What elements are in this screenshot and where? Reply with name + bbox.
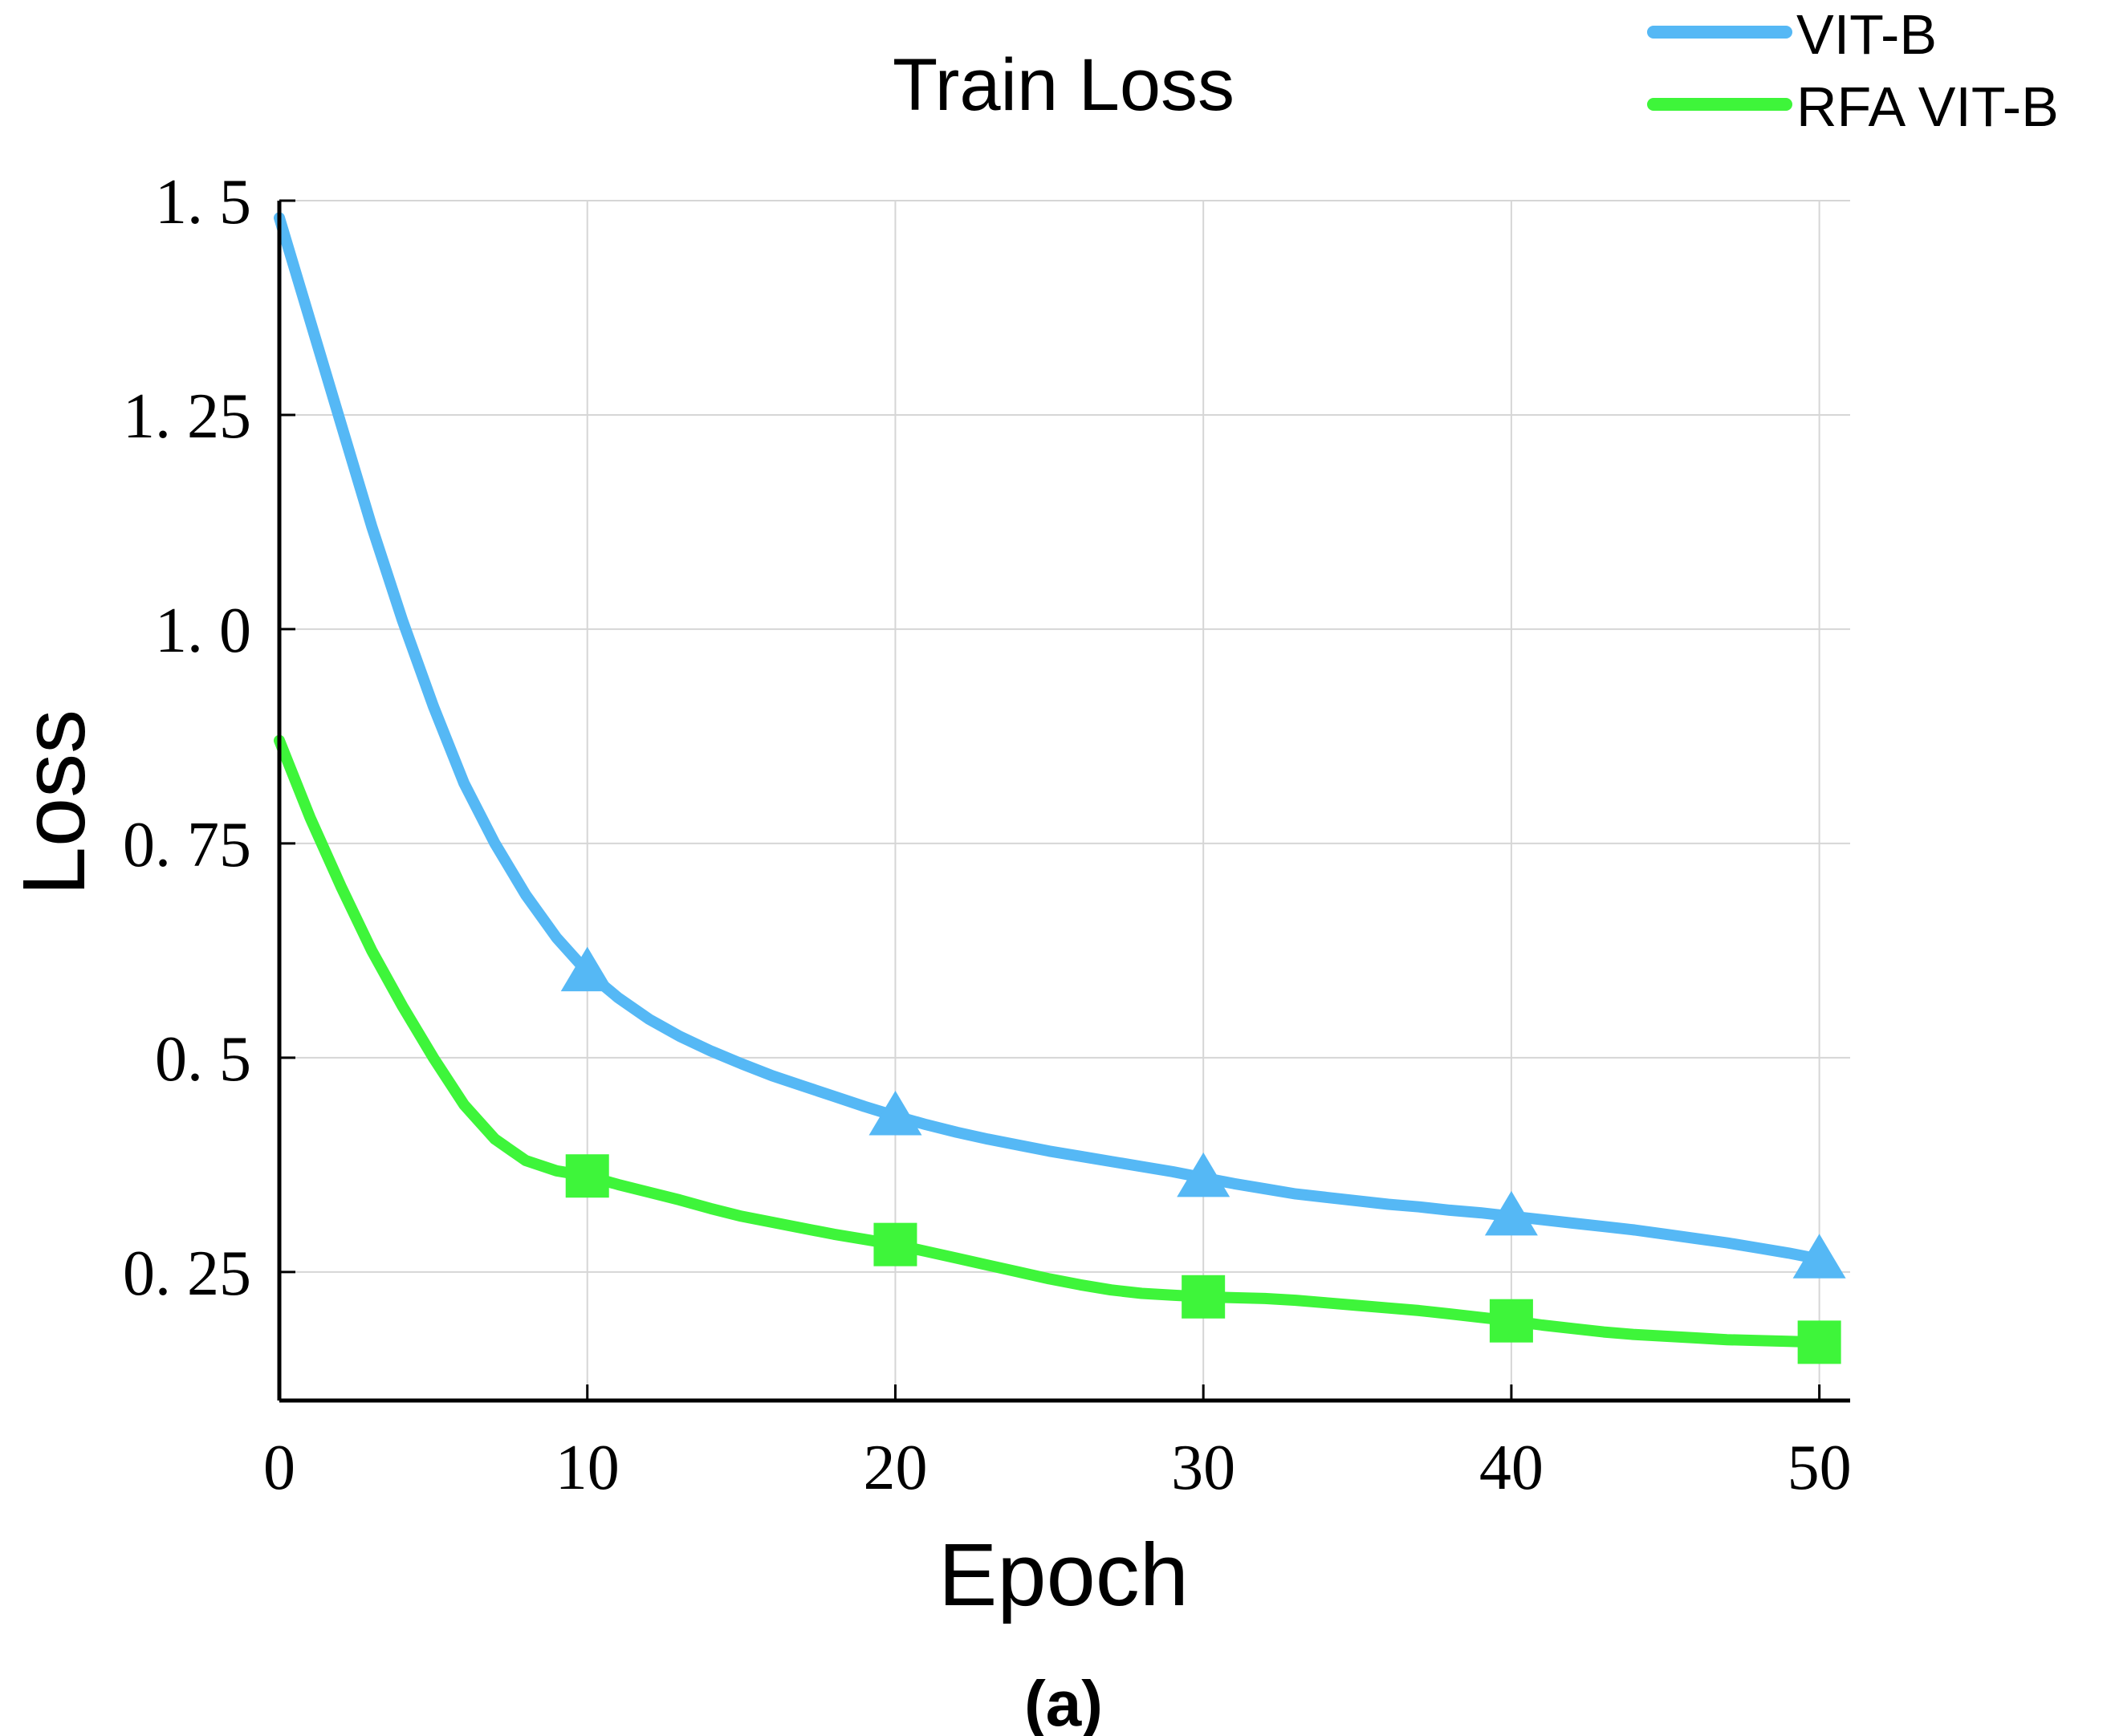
- x-tick-label: 30: [1171, 1433, 1235, 1503]
- x-tick-label: 50: [1788, 1433, 1852, 1503]
- x-tick-label: 10: [555, 1433, 620, 1503]
- x-axis-label: Epoch: [938, 1526, 1189, 1624]
- series-layer: [274, 212, 1846, 1364]
- series-1-marker-2: [1182, 1275, 1226, 1319]
- y-tick-label: 1. 0: [155, 596, 251, 666]
- y-tick-label: 1. 5: [155, 167, 251, 238]
- gridlines: [279, 200, 1850, 1401]
- y-tick-label: 1. 25: [123, 381, 251, 452]
- series-line-0: [274, 212, 1825, 1265]
- x-tick-label: 0: [263, 1433, 295, 1503]
- series-0-marker-0: [560, 946, 614, 992]
- series-0-marker-2: [1177, 1152, 1230, 1197]
- x-tick-label: 20: [863, 1433, 927, 1503]
- legend: VIT-B RFA VIT-B: [1647, 3, 2059, 138]
- series-1-marker-4: [1797, 1320, 1841, 1364]
- y-tick-label: 0. 5: [155, 1024, 251, 1095]
- series-0-marker-3: [1484, 1190, 1538, 1236]
- series-1-marker-1: [873, 1222, 917, 1266]
- series-0-marker-1: [868, 1091, 922, 1136]
- series-1-marker-3: [1489, 1299, 1533, 1343]
- legend-label-rfa-vit-b: RFA VIT-B: [1796, 75, 2059, 138]
- legend-label-vit-b: VIT-B: [1796, 3, 1937, 66]
- series-0-marker-4: [1792, 1234, 1846, 1279]
- y-tick-label: 0. 25: [123, 1238, 251, 1309]
- x-tick-label: 40: [1479, 1433, 1544, 1503]
- chart-title: Train Loss: [893, 44, 1235, 126]
- axes: [277, 199, 1850, 1403]
- series-1-marker-0: [565, 1154, 609, 1198]
- figure-caption: (a): [1024, 1668, 1103, 1736]
- y-axis-label: Loss: [5, 709, 104, 896]
- tick-labels: 0 10 20 30 40 50 0. 25 0. 5 0. 75 1. 0 1. 25 1. 5: [123, 167, 1852, 1503]
- y-tick-label: 0. 75: [123, 810, 251, 880]
- series-line-1: [274, 734, 1825, 1348]
